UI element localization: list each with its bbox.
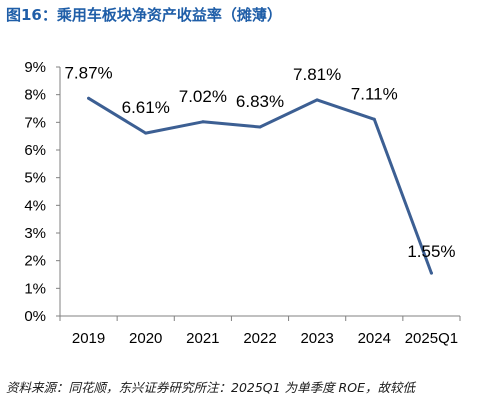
data-label: 6.61%: [122, 98, 170, 117]
y-axis: 0% 1% 2% 3% 4% 5% 6% 7% 8% 9%: [24, 59, 61, 325]
data-point: [144, 131, 148, 135]
data-point: [315, 98, 319, 102]
data-point: [258, 125, 262, 129]
data-point: [429, 271, 433, 275]
x-tick-label: 2025Q1: [405, 330, 458, 347]
y-tick-label: 4%: [24, 197, 46, 214]
y-tick-label: 2%: [24, 253, 46, 270]
data-label: 7.87%: [64, 63, 112, 82]
data-label: 1.55%: [407, 242, 455, 261]
y-tick-label: 7%: [24, 114, 46, 131]
x-tick-label: 2020: [129, 330, 162, 347]
x-tick-label: 2024: [358, 330, 391, 347]
x-tick-label: 2023: [300, 330, 333, 347]
x-axis: 2019 2020 2021 2022 2023 2024 2025Q1: [59, 315, 461, 347]
data-label: 7.81%: [293, 65, 341, 84]
data-label: 6.83%: [236, 92, 284, 111]
x-tick-label: 2022: [243, 330, 276, 347]
data-point: [87, 96, 91, 100]
data-point: [201, 120, 205, 124]
y-tick-label: 6%: [24, 142, 46, 159]
y-tick-label: 0%: [24, 308, 46, 325]
x-tick-label: 2021: [186, 330, 219, 347]
y-tick-label: 9%: [24, 59, 46, 76]
data-label: 7.02%: [179, 87, 227, 106]
series-roe: [87, 96, 433, 275]
data-labels: 7.87% 6.61% 7.02% 6.83% 7.81% 7.11% 1.55%: [64, 63, 455, 261]
data-label: 7.11%: [351, 84, 398, 103]
data-point: [372, 117, 376, 121]
y-tick-label: 5%: [24, 170, 46, 187]
series-line: [87, 96, 433, 275]
x-tick-label: 2019: [72, 330, 105, 347]
source-note: 资料来源：同花顺，东兴证券研究所注：2025Q1 为单季度 ROE，故较低: [6, 380, 415, 395]
y-tick-label: 3%: [24, 225, 46, 242]
figure-title: 图16：乘用车板块净资产收益率（摊薄）: [6, 6, 282, 24]
y-tick-label: 8%: [24, 87, 46, 104]
y-tick-label: 1%: [24, 280, 46, 297]
